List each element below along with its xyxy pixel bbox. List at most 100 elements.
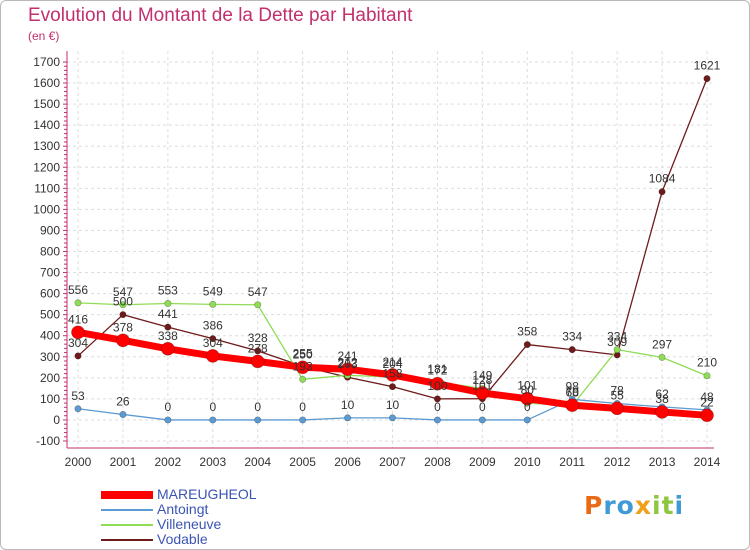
y-tick-label: 1300 (33, 139, 60, 153)
data-point-vodable (568, 346, 576, 354)
data-point-vodable (433, 395, 441, 403)
y-tick-label: 1200 (33, 160, 60, 174)
data-label-mareugheol: 55 (610, 388, 624, 402)
data-label-mareugheol: 22 (700, 395, 714, 409)
x-tick-label: 2008 (424, 455, 451, 469)
proxiti-logo: Proxiti (584, 491, 684, 520)
y-tick-label: 300 (40, 350, 60, 364)
logo-letter: o (616, 491, 635, 520)
data-label-mareugheol: 338 (158, 329, 178, 343)
data-label-antoingt: 0 (479, 400, 486, 414)
data-label-villeneuve: 549 (203, 284, 223, 298)
legend-label: Antoingt (157, 501, 209, 517)
data-point-villeneuve (74, 299, 82, 307)
data-point-villeneuve (703, 372, 711, 380)
data-point-villeneuve (209, 300, 217, 308)
data-label-vodable: 1621 (694, 59, 721, 73)
data-label-villeneuve: 210 (697, 356, 717, 370)
data-point-antoingt (254, 416, 262, 424)
x-tick-label: 2014 (694, 455, 721, 469)
chart-subtitle: (en €) (28, 29, 60, 43)
data-label-antoingt: 26 (116, 394, 130, 408)
x-tick-label: 2004 (244, 455, 271, 469)
data-point-antoingt (74, 405, 82, 413)
data-label-villeneuve: 204 (382, 357, 402, 371)
data-label-vodable: 158 (382, 367, 402, 381)
logo-letter: x (634, 491, 652, 520)
y-tick-label: 1600 (33, 76, 60, 90)
y-tick-label: 500 (40, 308, 60, 322)
x-tick-label: 2009 (469, 455, 496, 469)
x-tick-label: 2003 (199, 455, 226, 469)
data-label-villeneuve: 181 (427, 362, 447, 376)
data-point-mareugheol (565, 398, 580, 413)
data-point-villeneuve (299, 375, 307, 383)
y-tick-label: 100 (40, 392, 60, 406)
data-label-vodable: 441 (158, 307, 178, 321)
data-label-antoingt: 98 (566, 379, 580, 393)
legend-swatch (101, 523, 153, 526)
data-label-mareugheol: 304 (203, 336, 223, 350)
logo-letter: t (661, 491, 675, 520)
data-label-mareugheol: 101 (517, 379, 537, 393)
data-label-vodable: 1084 (649, 172, 676, 186)
data-label-vodable: 101 (472, 379, 492, 393)
data-point-villeneuve (254, 301, 262, 309)
data-label-vodable: 328 (248, 331, 268, 345)
data-point-villeneuve (613, 346, 621, 354)
data-label-vodable: 334 (562, 330, 582, 344)
data-point-antoingt (523, 416, 531, 424)
data-label-antoingt: 0 (524, 400, 531, 414)
logo-letter: i (674, 491, 685, 520)
x-tick-label: 2011 (559, 455, 585, 469)
data-point-mareugheol (340, 362, 355, 377)
data-point-mareugheol (475, 386, 490, 400)
x-tick-label: 2002 (155, 455, 182, 469)
x-tick-label: 2010 (514, 455, 541, 469)
data-label-villeneuve: 547 (113, 285, 133, 299)
data-label-mareugheol: 172 (427, 364, 447, 378)
data-point-vodable (74, 352, 82, 360)
data-point-antoingt (433, 416, 441, 424)
y-tick-label: 1000 (33, 202, 60, 216)
data-label-villeneuve: 212 (338, 355, 358, 369)
x-tick-label: 2013 (649, 455, 676, 469)
data-point-mareugheol (655, 405, 669, 419)
data-point-mareugheol (71, 325, 85, 340)
legend-item: Villeneuve (101, 517, 257, 532)
x-tick-label: 2005 (289, 455, 316, 469)
data-label-antoingt: 48 (700, 390, 714, 404)
legend-swatch (101, 538, 153, 541)
data-label-mareugheol: 128 (472, 373, 492, 387)
data-point-mareugheol (385, 368, 400, 382)
y-tick-label: 900 (40, 223, 60, 237)
data-label-vodable: 309 (607, 335, 627, 349)
data-point-vodable (254, 347, 262, 355)
y-tick-label: 1400 (33, 118, 60, 132)
y-tick-label: 1100 (34, 181, 60, 195)
y-tick-label: 400 (40, 329, 60, 343)
x-tick-label: 2001 (110, 455, 137, 469)
data-label-villeneuve: 297 (652, 337, 672, 351)
logo-letter: P (584, 491, 604, 520)
y-tick-label: 1500 (33, 97, 60, 111)
x-tick-label: 2007 (379, 455, 406, 469)
data-point-mareugheol (250, 354, 265, 369)
legend-swatch (101, 490, 153, 499)
data-point-antoingt (164, 416, 172, 424)
y-tick-label: 700 (40, 266, 60, 280)
data-point-mareugheol (116, 333, 130, 348)
data-label-mareugheol: 70 (566, 385, 580, 399)
data-label-vodable: 500 (113, 295, 133, 309)
data-label-mareugheol: 250 (293, 347, 313, 361)
data-label-villeneuve: 334 (607, 330, 627, 344)
y-tick-label: 800 (40, 245, 60, 259)
data-point-villeneuve (658, 353, 666, 361)
data-label-vodable: 255 (293, 346, 313, 360)
data-point-vodable (388, 383, 396, 391)
x-tick-label: 2006 (334, 455, 361, 469)
legend-item: Vodable (101, 532, 257, 547)
data-point-antoingt (344, 414, 352, 422)
data-point-antoingt (478, 416, 486, 424)
data-label-vodable: 203 (338, 357, 358, 371)
